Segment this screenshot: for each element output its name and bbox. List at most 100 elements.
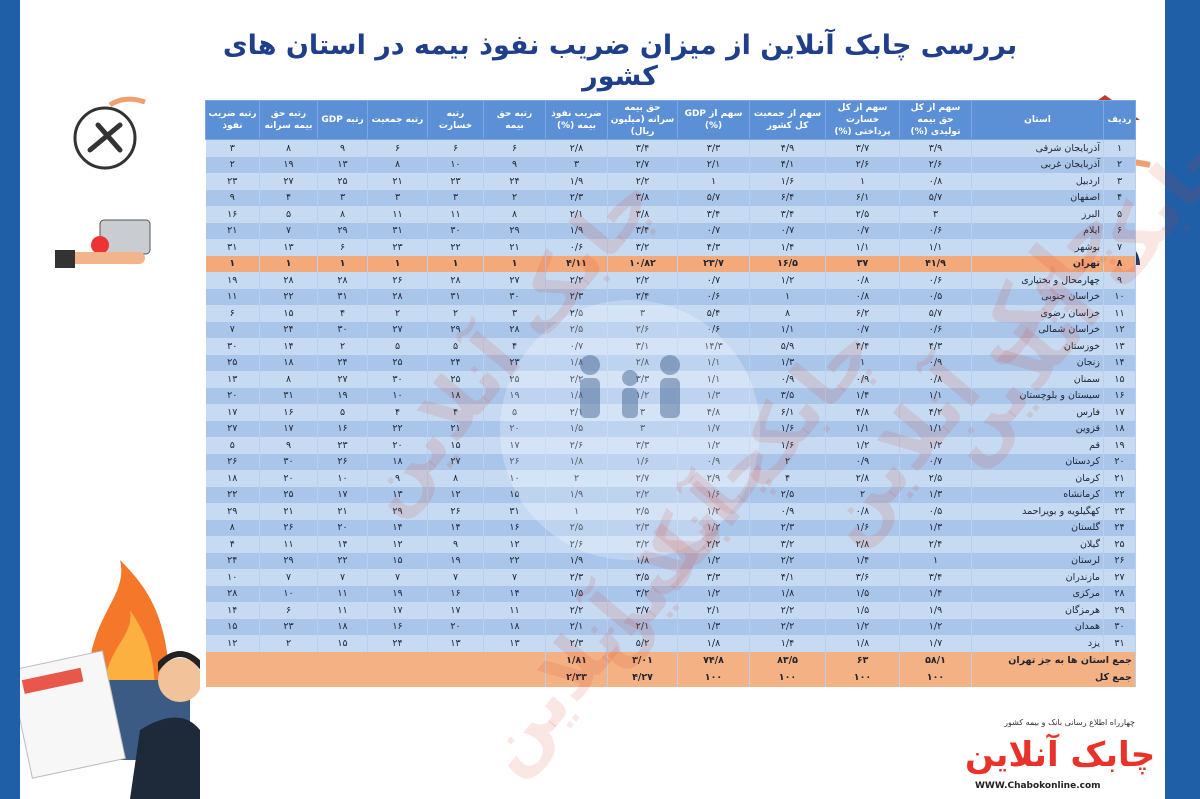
cell: ۲۲ <box>317 552 368 569</box>
cell: ۴/۱۱ <box>545 255 608 272</box>
cell: ۰/۷ <box>825 222 900 239</box>
province-cell: همدان <box>971 618 1104 635</box>
cell: ۱/۸ <box>677 635 750 652</box>
province-cell: گیلان <box>971 536 1104 553</box>
cell: ۱ <box>483 255 546 272</box>
cell: ۲۴ <box>317 354 368 371</box>
cell: ۳ <box>899 206 972 223</box>
cell: ۳۰ <box>1103 618 1136 635</box>
cell: ۵/۹ <box>749 338 826 355</box>
cell: ۲۵ <box>483 371 546 388</box>
cell: ۴/۱ <box>749 569 826 586</box>
heart <box>91 236 109 254</box>
table-body: ۱ آذربایجان شرقی ۳/۹ ۳/۷ ۴/۹ ۳/۳ ۳/۴ ۲/۸ ۶ ۶ ۶ ۹ ۸ ۳ ۲… <box>205 139 1136 652</box>
cell: ۲/۱ <box>545 618 608 635</box>
cell: ۰/۸ <box>825 503 900 520</box>
cell: ۳/۳ <box>677 569 750 586</box>
cell: ۰/۹ <box>749 371 826 388</box>
cell: ۲۴ <box>259 321 318 338</box>
cell: ۳/۱ <box>607 338 678 355</box>
cell: ۲/۳ <box>545 569 608 586</box>
cell: ۲۵ <box>427 371 484 388</box>
cell: ۷ <box>367 569 428 586</box>
cell: ۸ <box>427 470 484 487</box>
column-header: استان <box>971 100 1104 140</box>
cell: ۱۵ <box>317 635 368 652</box>
cell: ۶/۱ <box>749 404 826 421</box>
cell: ۳/۶ <box>825 569 900 586</box>
cell: ۰/۸ <box>899 371 972 388</box>
column-header: حق بیمه سرانه (میلیون ریال) <box>607 100 678 140</box>
cell: ۶/۱ <box>825 189 900 206</box>
province-cell: سمنان <box>971 371 1104 388</box>
column-header: ضریب نفوذ بیمه (%) <box>545 100 608 140</box>
cell: ۲۷ <box>427 453 484 470</box>
province-cell: خراسان شمالی <box>971 321 1104 338</box>
cell: ۸ <box>1103 255 1136 272</box>
cell: ۱/۲ <box>677 519 750 536</box>
cell: ۴ <box>749 470 826 487</box>
cell: ۰/۷ <box>545 338 608 355</box>
cell: ۲/۳ <box>607 519 678 536</box>
cell: ۳۰ <box>483 288 546 305</box>
cell: ۱/۶ <box>749 420 826 437</box>
cell: ۳ <box>545 156 608 173</box>
cell: ۳/۸ <box>607 189 678 206</box>
table-row: ۵ البرز ۳ ۲/۵ ۳/۴ ۳/۴ ۳/۸ ۲/۱ ۸ ۱۱ ۱۱ ۸ ۵ ۱۶ <box>205 206 1136 223</box>
cell: ۱/۹ <box>899 602 972 619</box>
cell: ۱۲ <box>205 635 260 652</box>
cell: ۳ <box>607 305 678 322</box>
summary-cell: ۱/۸۱ <box>545 651 608 669</box>
cell: ۰/۸ <box>899 173 972 190</box>
cell: ۳ <box>607 404 678 421</box>
province-cell: کردستان <box>971 453 1104 470</box>
website: WWW.Chabokonline.com <box>975 781 1101 791</box>
cell: ۱۵ <box>205 618 260 635</box>
cell: ۲۰ <box>1103 453 1136 470</box>
cell: ۱ <box>677 173 750 190</box>
cell: ۷ <box>427 569 484 586</box>
cell: ۱۱ <box>427 206 484 223</box>
cell: ۳/۴ <box>607 139 678 157</box>
column-header: سهم از GDP (%) <box>677 100 750 140</box>
cell: ۵ <box>259 206 318 223</box>
cell: ۲۴ <box>483 173 546 190</box>
cell: ۱۳ <box>1103 338 1136 355</box>
table-row: ۲۱ کرمان ۲/۵ ۲/۸ ۴ ۲/۹ ۲/۷ ۲ ۱۰ ۸ ۹ ۱۰ ۲۰ ۱۸ <box>205 470 1136 487</box>
column-header: رتبه ضریب نفوذ <box>205 100 260 140</box>
province-cell: فارس <box>971 404 1104 421</box>
cell: ۱۵ <box>483 486 546 503</box>
column-header: سهم از جمعیت کل کشور <box>749 100 826 140</box>
cell: ۲۱ <box>317 503 368 520</box>
cell: ۲۸ <box>367 288 428 305</box>
cell: ۳/۵ <box>749 387 826 404</box>
cell: ۰/۹ <box>677 453 750 470</box>
cell: ۹ <box>259 437 318 454</box>
summary-cell: ۸۳/۵ <box>749 651 826 669</box>
cell: ۲۷ <box>1103 569 1136 586</box>
man-hair <box>158 651 200 672</box>
cell: ۱۱ <box>205 288 260 305</box>
cell: ۱۳ <box>427 635 484 652</box>
cell: ۶ <box>367 139 428 157</box>
cell: ۱/۱ <box>825 239 900 256</box>
province-cell: خوزستان <box>971 338 1104 355</box>
cell: ۲۹ <box>427 321 484 338</box>
cell: ۱۰ <box>483 470 546 487</box>
cell: ۱۳ <box>317 156 368 173</box>
cell: ۱ <box>427 255 484 272</box>
cell: ۲۹ <box>1103 602 1136 619</box>
cell: ۲۸ <box>483 321 546 338</box>
cell: ۸ <box>317 206 368 223</box>
cell: ۲/۱ <box>545 206 608 223</box>
cell: ۱۹ <box>1103 437 1136 454</box>
cell: ۹ <box>367 470 428 487</box>
cell: ۳/۹ <box>899 139 972 157</box>
cell: ۱۷ <box>317 486 368 503</box>
cell: ۲/۸ <box>825 536 900 553</box>
province-cell: خراسان جنوبی <box>971 288 1104 305</box>
cell: ۱۷ <box>483 437 546 454</box>
cell: ۶ <box>317 239 368 256</box>
cell: ۳۱ <box>483 503 546 520</box>
summary-cell: ۱۰۰ <box>749 669 826 687</box>
